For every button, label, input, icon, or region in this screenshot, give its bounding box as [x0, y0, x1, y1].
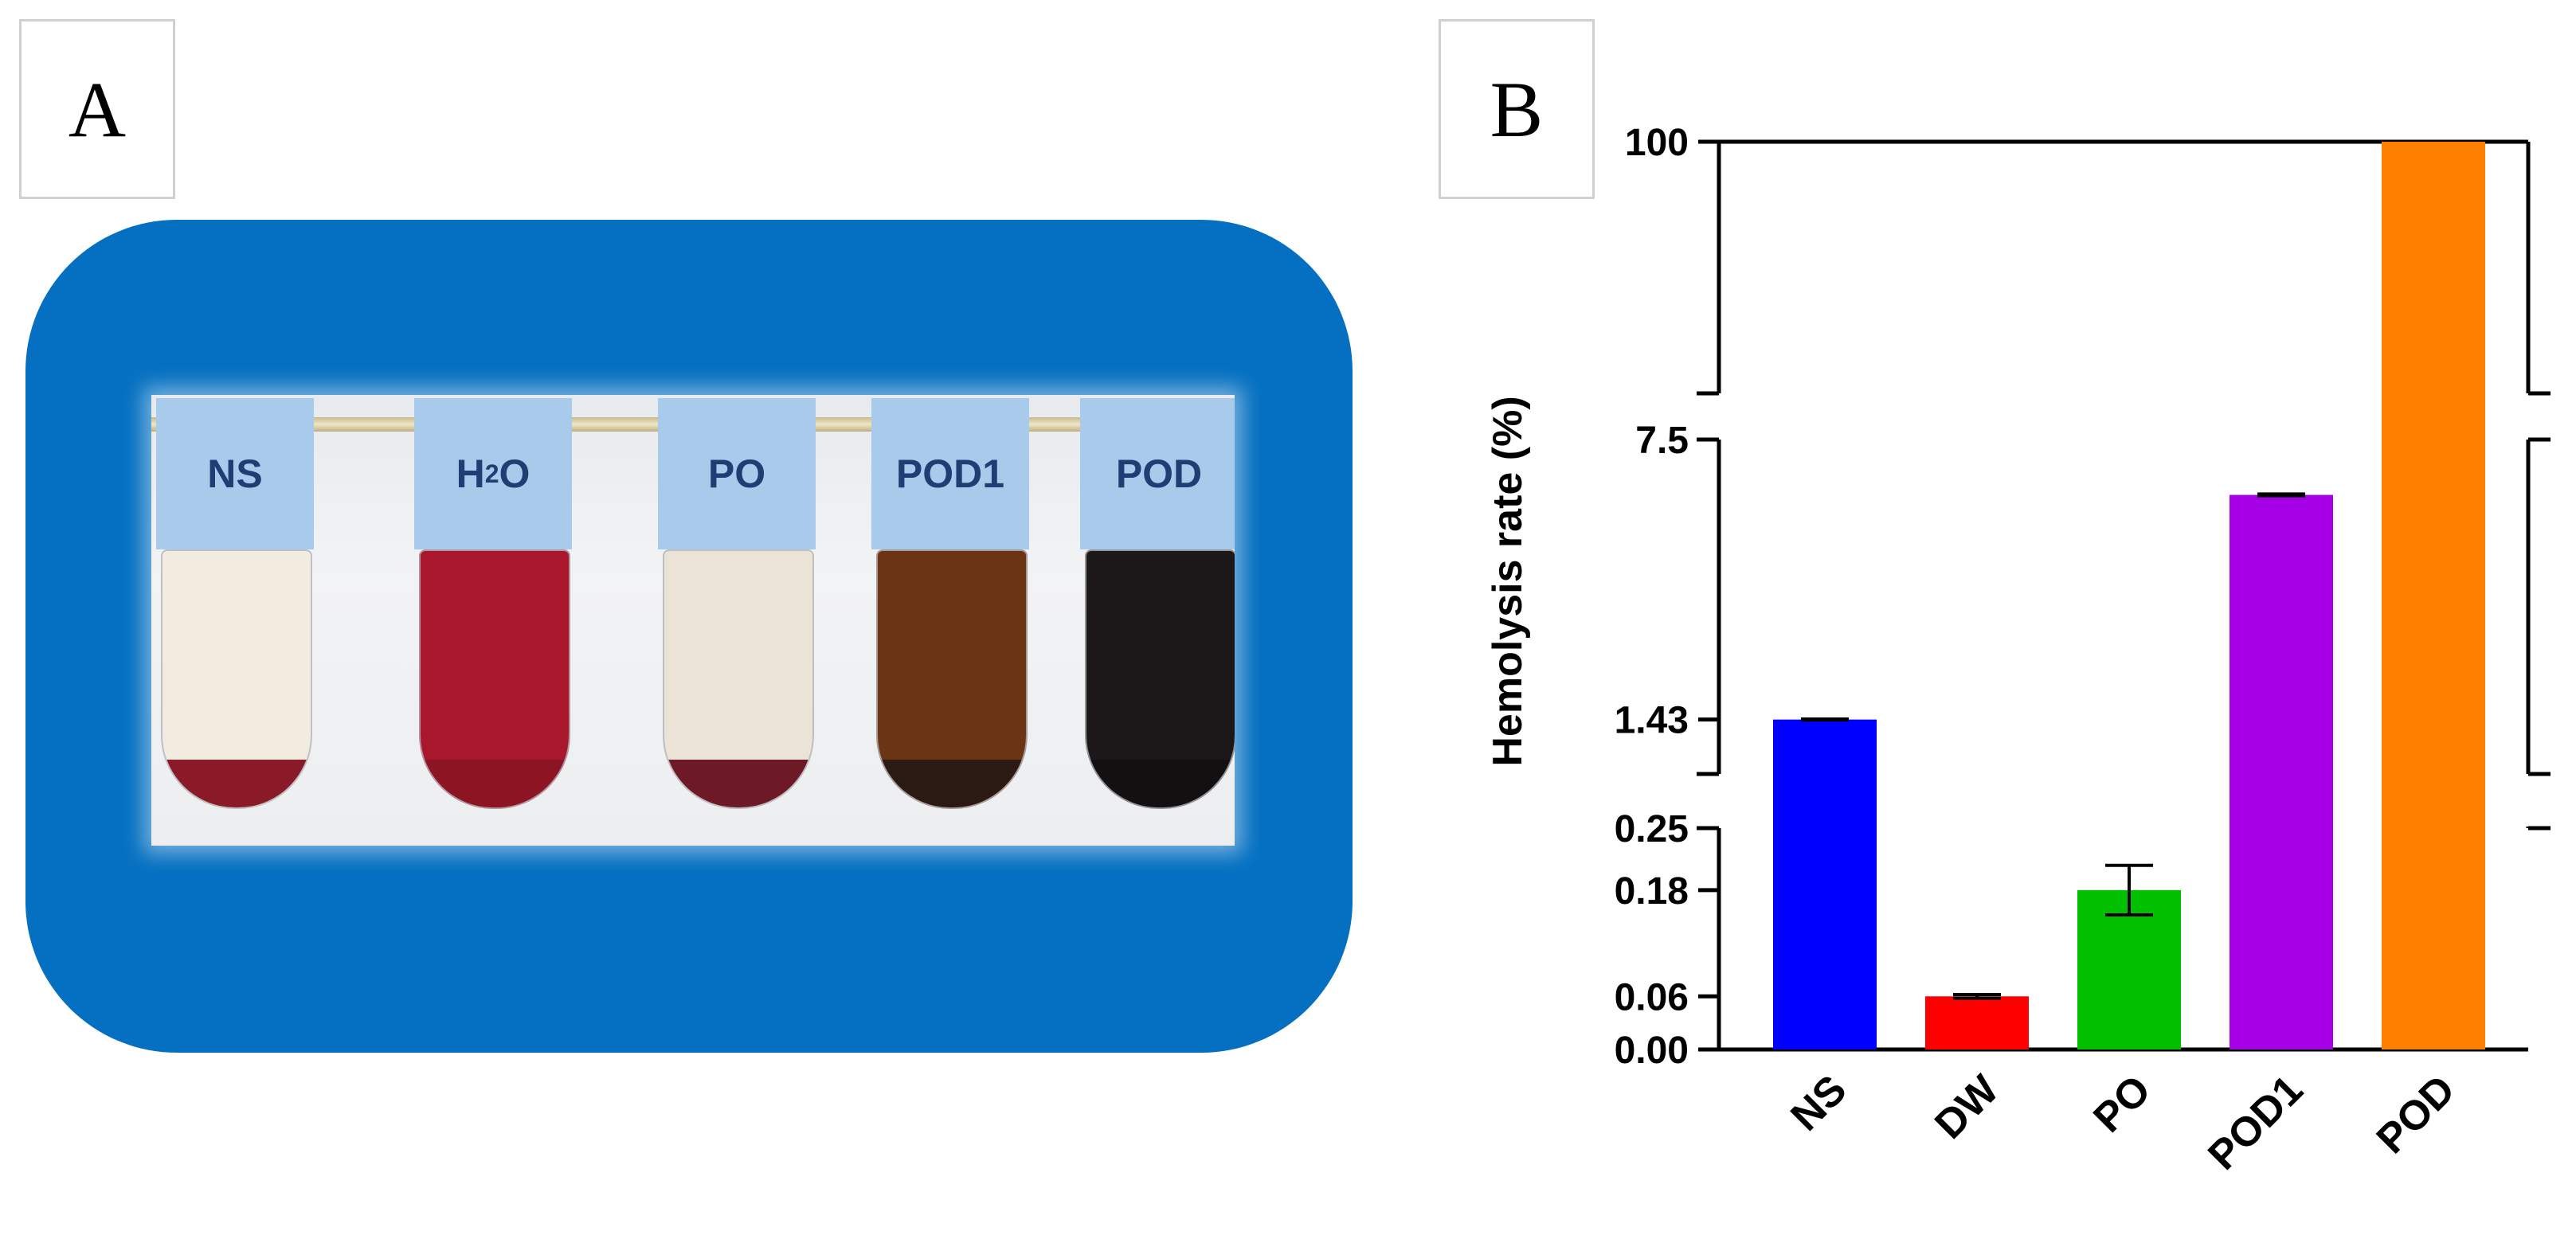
y-tick-label-2-1: 100 — [1625, 122, 1689, 164]
tube-label-po: PO — [658, 398, 816, 549]
panel-label-b-text: B — [1490, 64, 1544, 154]
tube-label-h2o-sub: 2 — [484, 459, 499, 488]
tube-pod1 — [876, 549, 1028, 809]
bar-pod1-seg1 — [2230, 494, 2333, 828]
tube-pod — [1085, 549, 1235, 809]
panel-label-a: A — [19, 19, 175, 199]
x-tick-label-dw: DW — [1926, 1066, 2008, 1148]
bar-pod-seg0 — [2382, 828, 2485, 1049]
tube-h2o — [419, 549, 570, 809]
tube-label-po-text: PO — [707, 451, 766, 496]
y-tick-label-2-0: 7.5 — [1635, 420, 1689, 462]
chart-x-ticks: NS DW PO POD1 POD — [1782, 1066, 2464, 1179]
bar-pod-seg1 — [2382, 440, 2485, 828]
y-tick-label-0-0: 0.00 — [1615, 1030, 1689, 1072]
tube-label-pod1-text: POD1 — [895, 451, 1005, 496]
tube-pod-pellet — [1086, 760, 1235, 807]
tube-label-h2o-h: H — [456, 451, 485, 496]
tube-label-pod1: POD1 — [871, 398, 1029, 549]
panel-label-a-text: A — [68, 64, 127, 154]
y-tick-label-0-2: 0.18 — [1615, 870, 1689, 913]
x-tick-label-po: PO — [2085, 1066, 2159, 1141]
bar-dw-seg0 — [1925, 996, 2029, 1049]
tube-ns — [161, 549, 312, 809]
tube-po — [663, 549, 814, 809]
bar-po-seg0 — [2077, 889, 2181, 1049]
x-tick-label-pod1: POD1 — [2199, 1066, 2312, 1178]
chart-error-bars — [1801, 492, 2305, 1000]
panel-label-b: B — [1439, 19, 1595, 199]
bar-ns-seg0 — [1773, 828, 1877, 1049]
chart-y-ticks: 0.00 0.06 0.18 0.25 1.43 7.5 100 — [1615, 122, 1719, 1072]
y-tick-label-1-0: 0.25 — [1615, 808, 1689, 850]
bar-ns-seg1 — [1773, 719, 1877, 828]
y-tick-label-0-1: 0.06 — [1615, 976, 1689, 1018]
x-tick-label-ns: NS — [1782, 1066, 1855, 1139]
y-axis-label: Hemolysis rate (%) — [1485, 396, 1531, 766]
bar-pod-seg2 — [2382, 142, 2485, 440]
y-tick-label-1-1: 1.43 — [1615, 700, 1689, 742]
tube-label-pod: POD — [1080, 398, 1235, 549]
chart-bars — [1773, 142, 2485, 1049]
tube-ns-pellet — [162, 760, 311, 807]
tube-pod1-pellet — [878, 760, 1026, 807]
x-tick-label-pod: POD — [2368, 1066, 2464, 1163]
tube-h2o-pellet — [421, 760, 569, 807]
tube-label-h2o-o: O — [499, 451, 530, 496]
tube-label-ns-text: NS — [207, 451, 263, 496]
tube-label-ns: NS — [156, 398, 314, 549]
bar-pod1-seg0 — [2230, 828, 2333, 1049]
tube-label-pod-text: POD — [1115, 451, 1203, 496]
tube-po-pellet — [664, 760, 812, 807]
